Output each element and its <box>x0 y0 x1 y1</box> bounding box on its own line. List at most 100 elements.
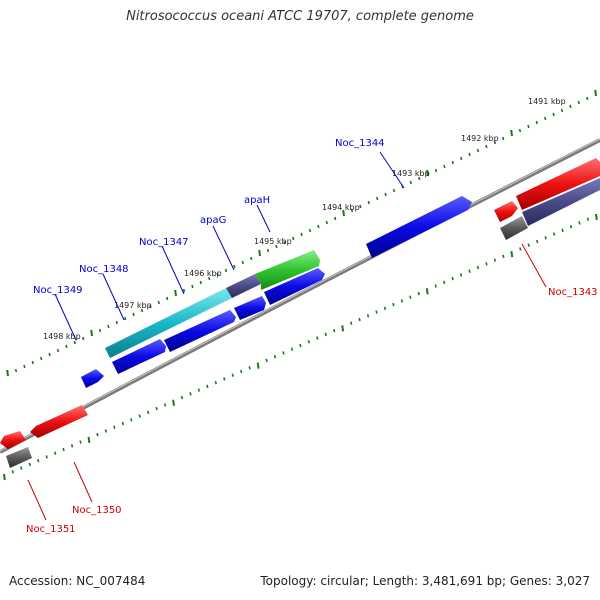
minor-tick <box>578 221 581 225</box>
gene-label-noc1343[interactable]: Noc_1343 <box>548 287 598 298</box>
leader-apag <box>212 225 235 271</box>
minor-tick <box>241 260 244 265</box>
minor-tick <box>292 236 295 241</box>
gene-label-noc1351[interactable]: Noc_1351 <box>26 524 76 535</box>
minor-tick <box>527 243 530 247</box>
minor-tick <box>107 324 110 329</box>
minor-tick <box>560 108 564 113</box>
minor-tick <box>333 328 336 333</box>
gene-block-blue-noc1349[interactable] <box>112 339 166 374</box>
minor-tick <box>493 140 496 145</box>
scale-label: 1492 kbp <box>461 134 499 143</box>
minor-tick <box>552 112 555 117</box>
leader-noc1349 <box>54 293 77 341</box>
minor-tick <box>157 300 160 305</box>
gene-block-red-small-right[interactable] <box>494 201 518 222</box>
gene-label-noc1347[interactable]: Noc_1347 <box>139 237 189 248</box>
minor-tick <box>527 124 530 129</box>
gene-block-slate-right[interactable] <box>522 178 600 226</box>
minor-tick <box>485 262 488 266</box>
scale-label: 1496 kbp <box>184 269 222 278</box>
gene-block-gray-noc1343[interactable] <box>500 216 528 240</box>
gene-label-apah[interactable]: apaH <box>244 195 270 206</box>
minor-tick <box>121 421 124 426</box>
gene-block-blue-noc1344[interactable] <box>366 196 472 258</box>
topology-text: Topology: circular; Length: 3,481,691 bp… <box>260 574 590 588</box>
major-tick <box>426 169 429 177</box>
minor-tick <box>468 152 471 157</box>
minor-tick <box>70 444 74 448</box>
minor-tick <box>518 128 522 133</box>
gene-label-noc1348[interactable]: Noc_1348 <box>79 264 129 275</box>
scale-label: 1494 kbp <box>322 203 360 212</box>
minor-tick <box>208 276 211 281</box>
leader-noc1351 <box>27 479 47 521</box>
gene-block-red-noc1351[interactable] <box>0 431 26 449</box>
minor-tick <box>334 216 337 221</box>
minor-tick <box>206 384 209 389</box>
gene-block-slate-apag[interactable] <box>226 274 261 298</box>
minor-tick <box>132 312 135 317</box>
minor-tick <box>199 280 202 285</box>
gene-block-gray-noc1351[interactable] <box>6 447 32 468</box>
gene-block-blue-small-left[interactable] <box>81 369 104 388</box>
minor-tick <box>350 208 354 213</box>
scale-label: 1497 kbp <box>114 301 152 310</box>
gene-block-red-noc1350[interactable] <box>30 405 88 438</box>
minor-tick <box>569 224 573 229</box>
gene-block-cyan-noc1348[interactable] <box>105 288 232 358</box>
scale-labels: 1491 kbp 1492 kbp 1493 kbp 1494 kbp 1495… <box>43 97 566 341</box>
minor-tick <box>383 306 387 311</box>
minor-tick <box>73 340 76 345</box>
gene-label-apag[interactable]: apaG <box>200 215 226 226</box>
genome-backbone-highlight <box>0 138 600 452</box>
minor-tick <box>290 347 294 351</box>
minor-tick <box>476 265 480 270</box>
minor-tick <box>149 304 152 309</box>
major-tick <box>6 369 9 377</box>
scale-label: 1495 kbp <box>254 237 292 246</box>
minor-tick <box>392 188 396 193</box>
minor-tick <box>535 120 538 125</box>
minor-tick <box>231 373 234 377</box>
gene-block-red-noc1342[interactable] <box>516 158 600 210</box>
minor-tick <box>502 254 505 259</box>
minor-tick <box>366 314 370 318</box>
gene-block-green-apah[interactable] <box>255 250 320 290</box>
genome-backbone <box>0 138 600 454</box>
minor-tick <box>28 462 31 467</box>
minor-tick <box>459 273 463 277</box>
minor-tick <box>45 455 48 459</box>
scale-tick-tracks <box>3 89 598 481</box>
scale-label: 1491 kbp <box>528 97 566 106</box>
major-tick <box>256 362 260 369</box>
major-tick <box>342 209 345 217</box>
minor-tick <box>124 316 127 321</box>
minor-tick <box>273 354 277 359</box>
gene-block-blue-apag-b[interactable] <box>234 296 266 320</box>
gene-block-blue-apah-b[interactable] <box>264 268 325 305</box>
minor-tick <box>434 284 437 288</box>
gene-label-noc1350[interactable]: Noc_1350 <box>72 505 122 516</box>
minor-tick <box>197 388 201 392</box>
minor-tick <box>166 296 169 301</box>
gene-label-noc1344[interactable]: Noc_1344 <box>335 138 385 149</box>
minor-tick <box>359 204 362 209</box>
gene-label-noc1349[interactable]: Noc_1349 <box>33 285 83 296</box>
minor-tick <box>79 440 82 444</box>
minor-tick <box>307 340 311 344</box>
label-leaders <box>27 151 547 521</box>
minor-tick <box>493 258 497 262</box>
minor-tick <box>451 276 454 281</box>
gene-track <box>0 158 600 468</box>
minor-tick <box>265 358 268 363</box>
minor-tick <box>409 180 412 185</box>
minor-tick <box>23 364 26 369</box>
minor-tick <box>324 332 327 337</box>
minor-tick <box>561 228 564 233</box>
minor-tick <box>140 308 144 313</box>
minor-tick <box>56 348 60 353</box>
gene-block-blue-noc1347[interactable] <box>164 310 236 352</box>
accession-text: Accession: NC_007484 <box>9 574 146 588</box>
